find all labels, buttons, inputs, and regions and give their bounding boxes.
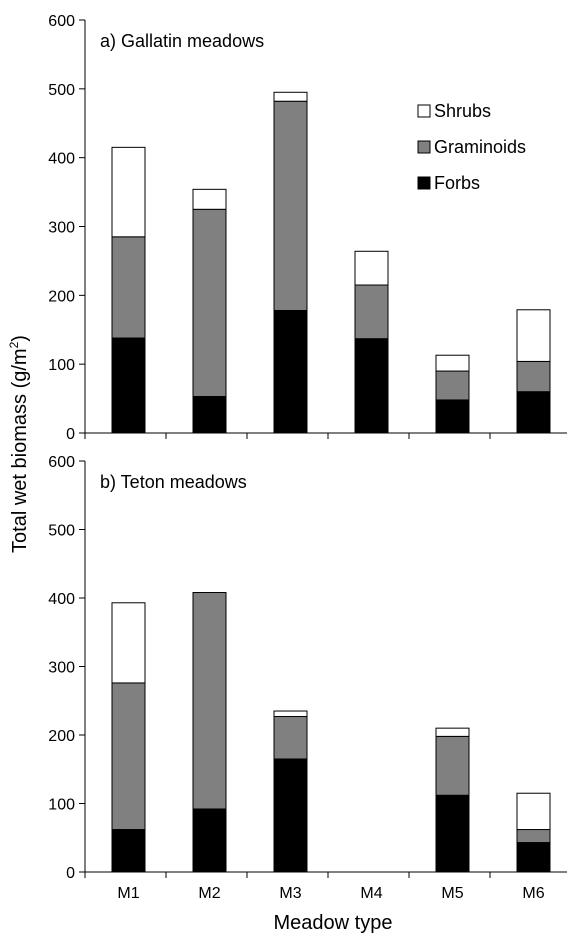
chart-panel-1: 0 100 200 300 400 500 600 a) Gallatin meadows Sh… [48, 13, 567, 443]
bar-forbs-m4 [354, 338, 389, 434]
legend-label-shrubs: Shrubs [434, 101, 491, 121]
x-tick-label: M5 [441, 885, 463, 902]
bar-shrubs-m1 [111, 602, 146, 684]
bar-shrubs-m2 [192, 188, 227, 210]
y-tick-label: 0 [66, 426, 75, 443]
y-tick-label: 600 [48, 13, 75, 30]
bar-shrubs-m3 [273, 91, 308, 102]
y-axis-title: Total wet biomass (g/m2) [7, 335, 31, 553]
bar-shrubs-m6 [516, 792, 551, 831]
x-tick-label: M6 [522, 885, 544, 902]
bar-forbs-m3 [273, 758, 308, 873]
bar-shrubs-m3 [273, 710, 308, 718]
bar-forbs-m1 [111, 829, 146, 873]
bar-shrubs-m5 [435, 727, 470, 737]
bar-graminoids-m4 [354, 284, 389, 340]
bar-shrubs-m4 [354, 250, 389, 286]
bar-forbs-m6 [516, 842, 551, 873]
bar-graminoids-m3 [273, 716, 308, 760]
bar-graminoids-m2 [192, 592, 227, 810]
chart-panel-2: 0 100 200 300 400 500 600 b) Teton meadows M1 M2 M… [48, 454, 567, 902]
legend-label-graminoids: Graminoids [434, 137, 526, 157]
x-tick-label: M3 [279, 885, 301, 902]
bar-shrubs-m6 [516, 309, 551, 362]
y-tick-label: 0 [66, 865, 75, 882]
bar-forbs-m1 [111, 337, 146, 434]
bar-forbs-m2 [192, 808, 227, 873]
y-tick-label: 100 [48, 797, 75, 814]
bar-graminoids-m6 [516, 360, 551, 393]
legend-swatch-shrubs [417, 104, 431, 118]
y-tick-label: 200 [48, 288, 75, 305]
bar-graminoids-m5 [435, 370, 470, 401]
y-tick-label: 500 [48, 523, 75, 540]
bar-graminoids-m3 [273, 100, 308, 311]
y-tick-label: 300 [48, 660, 75, 677]
legend-swatch-forbs [417, 176, 431, 190]
x-tick-label: M4 [360, 885, 382, 902]
y-tick-label: 500 [48, 82, 75, 99]
bar-graminoids-m2 [192, 208, 227, 398]
y-tick-label: 300 [48, 220, 75, 237]
legend-swatch-graminoids [417, 140, 431, 154]
y-tick-label: 600 [48, 454, 75, 471]
bar-forbs-m2 [192, 396, 227, 434]
x-tick-label: M1 [117, 885, 139, 902]
bar-graminoids-m6 [516, 829, 551, 844]
y-tick-label: 100 [48, 357, 75, 374]
x-axis-title: Meadow type [274, 912, 393, 934]
bar-graminoids-m5 [435, 735, 470, 796]
bar-forbs-m5 [435, 399, 470, 434]
x-tick-label: M2 [198, 885, 220, 902]
bar-shrubs-m1 [111, 146, 146, 238]
y-tick-label: 400 [48, 151, 75, 168]
legend-label-forbs: Forbs [434, 173, 480, 193]
panel-title: a) Gallatin meadows [100, 31, 264, 51]
bar-forbs-m6 [516, 391, 551, 434]
bar-shrubs-m5 [435, 354, 470, 372]
y-tick-label: 400 [48, 591, 75, 608]
panel-title: b) Teton meadows [100, 472, 247, 492]
bar-graminoids-m1 [111, 682, 146, 831]
bar-forbs-m5 [435, 794, 470, 873]
y-tick-label: 200 [48, 728, 75, 745]
bar-graminoids-m1 [111, 236, 146, 339]
bar-forbs-m3 [273, 309, 308, 434]
